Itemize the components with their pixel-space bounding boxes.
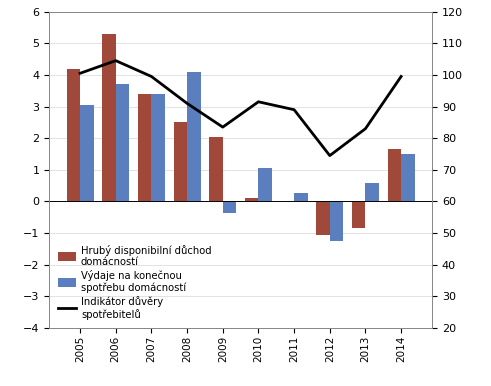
Bar <box>173 122 187 201</box>
Bar <box>209 137 223 201</box>
Bar <box>316 201 330 235</box>
Bar <box>365 183 379 201</box>
Bar <box>223 201 236 213</box>
Bar <box>102 34 116 201</box>
Bar <box>294 193 308 201</box>
Bar <box>401 154 415 201</box>
Legend: Hrubý disponibilní důchod
domácností, Výdaje na konečnou
spotřebu domácností, In: Hrubý disponibilní důchod domácností, Vý… <box>58 245 212 320</box>
Bar <box>258 168 272 201</box>
Bar <box>138 94 151 201</box>
Bar <box>66 69 80 201</box>
Bar <box>387 149 401 201</box>
Bar <box>80 105 94 201</box>
Bar <box>330 201 343 241</box>
Bar <box>245 198 258 201</box>
Bar <box>151 94 165 201</box>
Bar <box>187 72 201 201</box>
Bar <box>116 85 129 201</box>
Bar <box>352 201 365 229</box>
